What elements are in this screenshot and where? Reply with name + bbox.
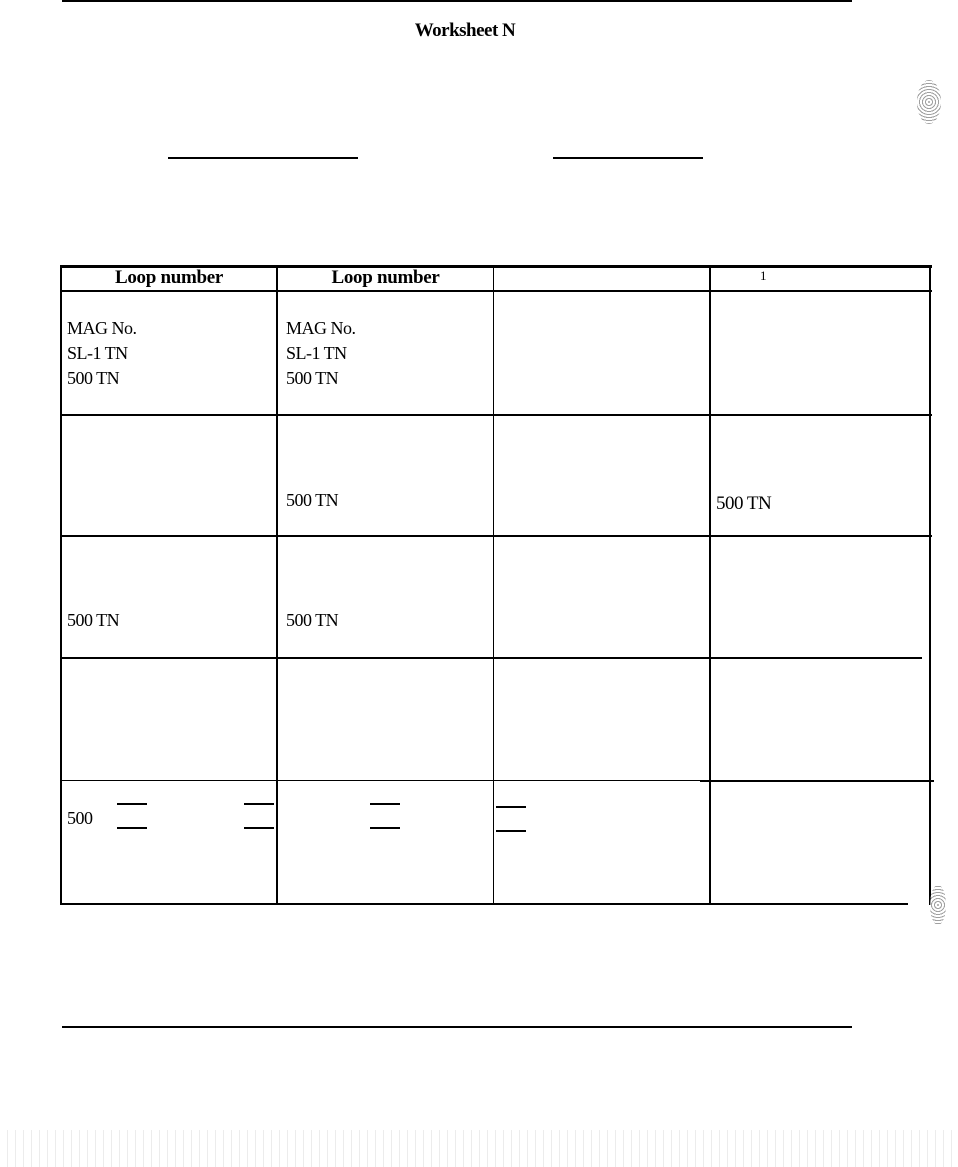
row-divider <box>700 780 934 782</box>
label-sl1-tn: SL-1 TN <box>67 343 128 363</box>
column-divider <box>276 265 278 905</box>
table-border-bottom <box>60 903 908 905</box>
label-mag-no: MAG No. <box>67 318 137 338</box>
row-divider <box>60 780 700 781</box>
label-500: 500 <box>67 808 93 828</box>
row-divider <box>60 657 922 659</box>
header-loop-number-2: Loop number <box>331 267 440 288</box>
bottom-rule <box>62 1026 852 1028</box>
scan-noise <box>0 1130 958 1167</box>
blank-field-2[interactable] <box>553 157 703 159</box>
row-divider <box>60 290 932 292</box>
top-rule <box>62 0 852 2</box>
label-500-tn: 500 TN <box>286 368 339 388</box>
blank-field[interactable] <box>117 803 147 805</box>
label-500-tn: 500 TN <box>67 610 120 630</box>
table-border-top <box>60 265 932 268</box>
column-divider <box>493 265 494 905</box>
blank-field[interactable] <box>496 830 526 832</box>
header-col-4: 1 <box>760 268 767 283</box>
label-500-tn: 500 TN <box>286 610 339 630</box>
label-mag-no: MAG No. <box>286 318 356 338</box>
row-divider <box>60 414 932 416</box>
page-title: Worksheet N <box>414 20 516 41</box>
blank-field[interactable] <box>370 803 400 805</box>
label-sl1-tn: SL-1 TN <box>286 343 347 363</box>
row-divider <box>60 535 932 537</box>
blank-field[interactable] <box>370 827 400 829</box>
blank-field[interactable] <box>244 803 274 805</box>
blank-field-1[interactable] <box>168 157 358 159</box>
blank-field[interactable] <box>117 827 147 829</box>
table-cell: MAG No. SL-1 TN 500 TN <box>67 316 137 391</box>
column-divider <box>60 265 62 905</box>
label-500-tn: 500 TN <box>286 490 339 510</box>
header-loop-number-1: Loop number <box>114 267 224 288</box>
column-divider <box>929 265 931 905</box>
label-500-tn: 500 TN <box>716 493 772 514</box>
column-divider <box>709 265 711 905</box>
blank-field[interactable] <box>496 806 526 808</box>
scan-speck <box>917 80 941 124</box>
label-500-tn: 500 TN <box>67 368 120 388</box>
blank-field[interactable] <box>244 827 274 829</box>
table-cell: MAG No. SL-1 TN 500 TN <box>286 316 356 391</box>
scan-speck <box>930 885 946 925</box>
